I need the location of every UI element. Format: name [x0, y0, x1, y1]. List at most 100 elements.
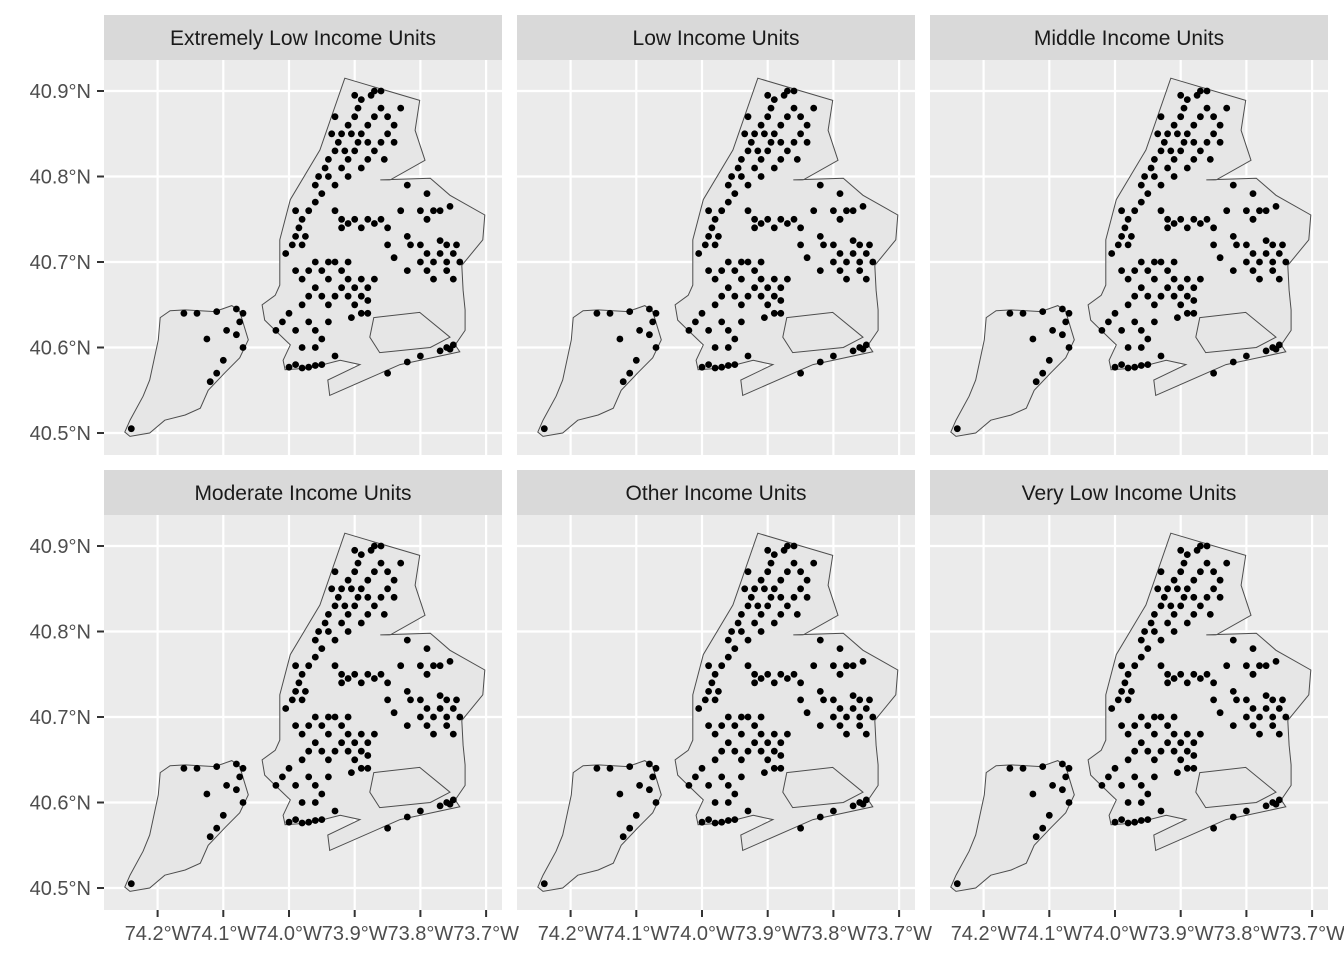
y-tick-label: 40.6°N	[30, 793, 91, 815]
data-point	[1131, 722, 1139, 729]
data-point	[836, 250, 844, 257]
data-point	[724, 739, 732, 747]
data-point	[757, 611, 765, 618]
data-point	[311, 739, 319, 747]
data-point	[1049, 327, 1056, 334]
data-point	[338, 267, 345, 274]
data-point	[1151, 611, 1158, 618]
data-point	[784, 147, 791, 155]
data-point	[767, 559, 775, 567]
data-point	[285, 818, 293, 826]
data-point	[764, 91, 772, 99]
data-point	[298, 364, 306, 372]
data-point	[1183, 747, 1191, 755]
data-point	[738, 173, 745, 180]
data-point	[331, 747, 339, 755]
data-point	[1124, 696, 1132, 704]
data-point	[816, 722, 824, 729]
data-point	[344, 220, 352, 227]
data-point	[1059, 760, 1066, 768]
data-point	[1174, 130, 1181, 138]
data-point	[797, 679, 804, 687]
data-point	[770, 619, 778, 627]
data-point	[1045, 811, 1053, 819]
data-point	[636, 327, 643, 334]
data-point	[724, 713, 732, 721]
data-point	[1059, 331, 1066, 339]
data-point	[1170, 156, 1178, 163]
data-point	[856, 696, 864, 704]
data-point	[718, 773, 726, 781]
data-point	[1157, 207, 1165, 215]
data-point	[384, 130, 391, 138]
data-point	[1177, 284, 1185, 292]
data-point	[443, 241, 451, 249]
data-point	[357, 96, 365, 103]
data-point	[1197, 147, 1204, 155]
data-point	[239, 309, 247, 317]
data-point	[344, 258, 352, 266]
data-point	[443, 258, 451, 266]
data-point	[810, 104, 818, 112]
x-tick-label: 73.7°W	[1279, 923, 1344, 945]
facet-strip	[930, 15, 1328, 60]
data-point	[344, 121, 352, 129]
data-point	[1124, 241, 1132, 249]
data-point	[377, 542, 385, 550]
data-point	[724, 198, 732, 206]
data-point	[797, 585, 804, 593]
data-point	[705, 361, 712, 368]
data-point	[1210, 224, 1217, 232]
data-point	[1137, 739, 1145, 747]
data-point	[364, 138, 372, 146]
data-point	[1210, 696, 1217, 704]
data-point	[626, 369, 634, 377]
data-point	[331, 258, 339, 266]
data-point	[797, 113, 804, 121]
data-point	[292, 688, 299, 695]
facet-strip	[104, 470, 502, 515]
data-point	[1229, 358, 1237, 366]
data-point	[1157, 662, 1165, 670]
data-point	[357, 292, 365, 300]
data-point	[298, 241, 306, 249]
data-point	[705, 816, 712, 823]
data-point	[318, 361, 326, 368]
borough-outline	[261, 532, 486, 852]
data-point	[626, 824, 634, 832]
data-point	[751, 670, 758, 678]
data-point	[731, 267, 739, 274]
data-point	[417, 662, 424, 670]
data-point	[1282, 258, 1290, 266]
data-point	[364, 593, 372, 601]
data-point	[1183, 679, 1191, 687]
data-point	[1154, 585, 1162, 593]
data-point	[364, 297, 372, 304]
borough-outline	[369, 766, 451, 809]
data-point	[751, 722, 758, 729]
data-point	[311, 258, 319, 266]
data-point	[649, 773, 657, 781]
data-point	[371, 675, 378, 682]
data-point	[311, 799, 319, 806]
data-point	[606, 309, 614, 317]
data-point	[417, 807, 424, 815]
x-tick-label: 74.1°W	[603, 923, 669, 945]
data-point	[724, 327, 732, 334]
data-point	[738, 301, 745, 309]
data-point	[403, 267, 411, 274]
data-point	[1118, 782, 1125, 789]
data-point	[862, 705, 870, 712]
data-point	[1269, 267, 1277, 274]
data-point	[236, 773, 244, 781]
data-point	[430, 713, 437, 721]
data-point	[1124, 799, 1132, 806]
data-point	[738, 611, 745, 618]
data-point	[701, 241, 709, 249]
data-point	[718, 722, 726, 729]
data-point	[843, 258, 850, 266]
borough-outline	[1087, 532, 1312, 852]
data-point	[626, 308, 634, 315]
data-point	[1203, 670, 1211, 678]
